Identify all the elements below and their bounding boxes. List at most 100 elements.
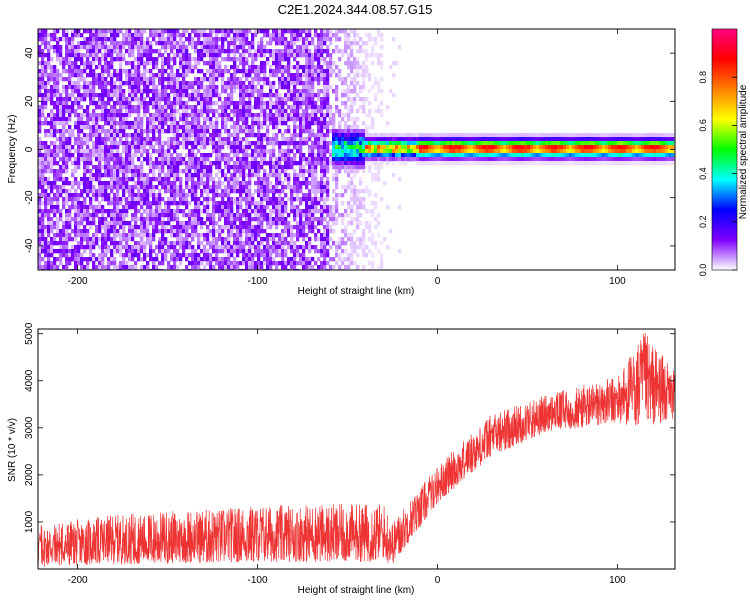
spectrogram-cell — [77, 89, 81, 94]
spectrogram-cell — [161, 213, 165, 218]
spectrogram-cell — [353, 101, 357, 106]
spectrogram-cell — [176, 77, 180, 82]
spectrogram-cell — [281, 77, 285, 82]
spectrogram-cell — [38, 229, 42, 234]
spectrogram-cell — [176, 253, 180, 258]
spectrogram-cell — [134, 81, 138, 86]
spectrogram-cell — [47, 129, 51, 134]
spectrogram-cell — [98, 229, 102, 234]
spectrogram-cell — [284, 185, 288, 190]
spectrogram-cell — [344, 125, 348, 130]
spectrogram-cell — [206, 53, 210, 58]
spectrogram-cell — [317, 77, 321, 82]
spectrogram-cell — [311, 213, 315, 218]
spectrogram-cell — [338, 133, 342, 138]
spectrogram-cell — [38, 177, 42, 182]
spectrogram-cell — [236, 129, 240, 134]
spectrogram-cell — [119, 57, 123, 62]
spectrogram-cell — [140, 257, 144, 262]
spectrogram-cell — [245, 133, 249, 138]
spectrogram-cell — [128, 153, 132, 158]
spectrogram-cell — [104, 209, 108, 214]
spectrogram-cell — [158, 149, 162, 154]
spectrogram-cell — [263, 121, 267, 126]
spectrogram-cell — [200, 181, 204, 186]
spectrogram-cell — [305, 73, 309, 78]
spectrogram-cell — [206, 141, 210, 146]
spectrogram-cell — [176, 145, 180, 150]
spectrogram-cell — [305, 93, 309, 98]
spectrogram-cell — [245, 197, 249, 202]
spectrogram-cell — [185, 65, 189, 70]
spectrogram-cell — [203, 53, 207, 58]
spectrogram-cell — [257, 209, 261, 214]
spectrogram-cell — [227, 237, 231, 242]
spectrogram-cell — [83, 257, 87, 262]
spectrogram-cell — [155, 41, 159, 46]
spectrogram-cell — [122, 221, 126, 226]
spectrogram-cell — [212, 77, 216, 82]
spectrogram-cell — [305, 37, 309, 42]
spectrogram-cell — [113, 105, 117, 110]
spectrogram-cell — [320, 125, 324, 130]
spectrogram-cell — [239, 245, 243, 250]
spectrogram-cell — [197, 185, 201, 190]
spectrogram-cell — [65, 33, 69, 38]
spectrogram-cell — [218, 157, 222, 162]
spectrogram-cell — [44, 229, 48, 234]
spectrogram-cell — [287, 93, 291, 98]
spectrogram-cell — [305, 245, 309, 250]
spectrogram-cell — [350, 41, 354, 46]
spectrogram-cell — [338, 141, 342, 146]
spectrogram-cell — [131, 173, 135, 178]
spectrogram-cell — [218, 113, 222, 118]
spectrogram-cell — [314, 117, 318, 122]
spectrogram-cell — [59, 173, 63, 178]
spectrogram-cell — [38, 221, 42, 226]
spectrogram-cell — [269, 233, 273, 238]
spectrogram-cell — [128, 205, 132, 210]
spectrogram-cell — [113, 129, 117, 134]
spectrogram-cell — [167, 145, 171, 150]
spectrogram-cell — [236, 217, 240, 222]
spectrogram-cell — [194, 137, 198, 142]
spectrogram-cell — [284, 65, 288, 70]
spectrogram-cell — [272, 241, 276, 246]
spectrogram-cell — [38, 245, 42, 250]
spectrogram-cell — [152, 193, 156, 198]
spectrogram-cell — [86, 189, 90, 194]
spectrogram-cell — [314, 237, 318, 242]
spectrogram-cell — [134, 261, 138, 266]
spectrogram-cell — [251, 85, 255, 90]
spectrogram-cell — [65, 261, 69, 266]
spectrogram-cell — [146, 173, 150, 178]
spectrogram-cell — [188, 241, 192, 246]
spectrogram-cell — [41, 57, 45, 62]
spectrogram-cell — [161, 97, 165, 102]
spectrogram-cell — [308, 161, 312, 166]
spectrogram-cell — [131, 157, 135, 162]
spectrogram-cell — [245, 29, 249, 34]
spectrogram-cell — [281, 249, 285, 254]
spectrogram-cell — [149, 201, 153, 206]
spectrogram-cell — [233, 137, 237, 142]
spectrogram-cell — [38, 145, 42, 150]
spectrogram-cell — [356, 69, 360, 74]
spectrogram-cell — [47, 153, 51, 158]
spectrogram-cell — [50, 149, 54, 154]
spectrogram-cell — [176, 49, 180, 54]
spectrogram-cell — [200, 33, 204, 38]
spectrogram-cell — [188, 161, 192, 166]
spectrogram-cell — [353, 29, 357, 34]
spectrogram-cell — [131, 37, 135, 42]
spectrogram-cell — [284, 57, 288, 62]
spectrogram-cell — [353, 249, 357, 254]
spectrogram-cell — [230, 97, 234, 102]
spectrogram-cell — [350, 257, 354, 262]
spectrogram-cell — [185, 61, 189, 66]
spectrogram-cell — [326, 29, 330, 34]
spectrogram-cell — [233, 77, 237, 82]
spectrogram-cell — [41, 77, 45, 82]
spectrogram-cell — [80, 245, 84, 250]
spectrogram-cell — [320, 101, 324, 106]
